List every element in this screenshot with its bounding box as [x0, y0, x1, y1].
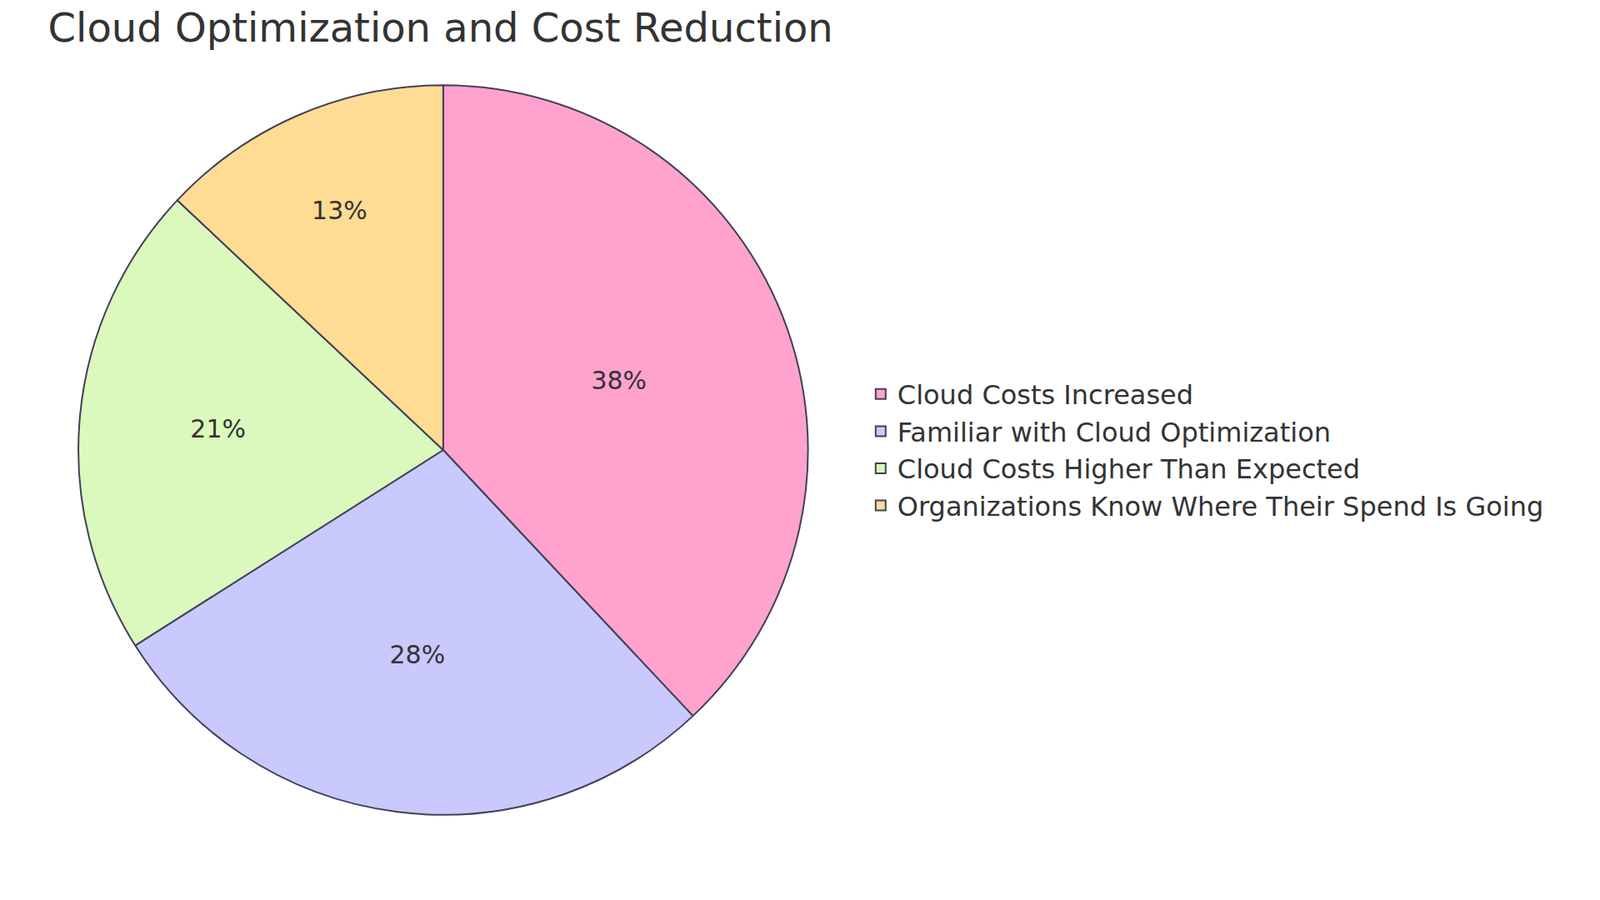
svg-text:Cloud Costs Increased: Cloud Costs Increased: [897, 379, 1194, 411]
svg-text:13%: 13%: [311, 195, 368, 225]
svg-text:Cloud Costs Higher Than Expect: Cloud Costs Higher Than Expected: [897, 453, 1360, 485]
svg-text:Familiar with Cloud Optimizati: Familiar with Cloud Optimization: [897, 416, 1331, 449]
svg-text:38%: 38%: [590, 365, 647, 395]
svg-text:Organizations Know Where Their: Organizations Know Where Their Spend Is …: [897, 490, 1544, 523]
svg-text:21%: 21%: [190, 414, 246, 444]
svg-text:Cloud Optimization and Cost Re: Cloud Optimization and Cost Reduction: [48, 4, 834, 51]
svg-text:28%: 28%: [390, 640, 446, 670]
